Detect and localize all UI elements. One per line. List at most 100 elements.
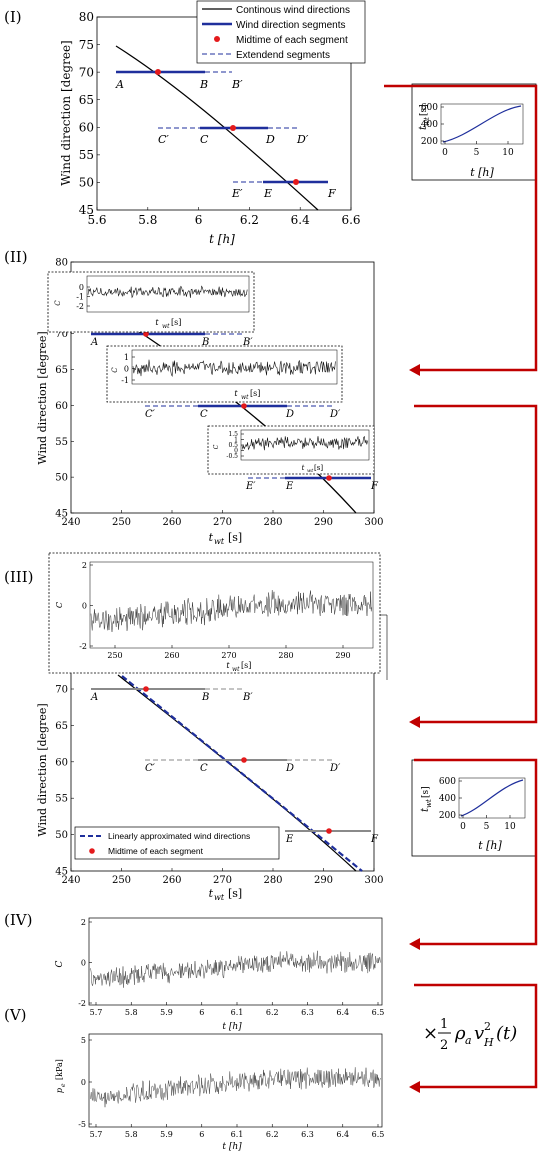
svg-text:t: t — [209, 887, 214, 900]
x-tick-label: 260 — [162, 517, 181, 528]
legend-midtime: Midtime of each segment — [236, 35, 348, 46]
inset-ii-1-xlabel-sub: wt — [162, 323, 170, 330]
svg-text:2: 2 — [484, 1020, 491, 1033]
svg-text:wt: wt — [214, 893, 225, 902]
label-e: E — [263, 187, 272, 200]
svg-text:2: 2 — [440, 1038, 448, 1053]
y-tick-label: 45 — [79, 203, 94, 217]
y-tick-label: -2 — [76, 302, 84, 311]
svg-text:t: t — [418, 125, 429, 130]
svg-text:ρ: ρ — [454, 1023, 466, 1044]
inset-iii-xlabel: t — [226, 661, 230, 670]
x-tick-label: 5.8 — [125, 1130, 138, 1139]
y-tick-label: 0 — [81, 1078, 86, 1087]
midpoint-2 — [230, 125, 236, 131]
y-tick-label: -2 — [78, 999, 86, 1008]
y-tick-label: 1 — [234, 437, 238, 444]
x-tick-label: 6 — [199, 1130, 204, 1139]
ii-label-cp: C′ — [145, 409, 156, 420]
y-tick-label: 50 — [79, 176, 94, 190]
y-tick-label: 200 — [439, 811, 456, 821]
y-tick-label: 0 — [124, 364, 129, 373]
x-tick-label: 290 — [314, 875, 333, 886]
iii-label-e: E — [285, 834, 294, 845]
y-tick-label: 0 — [82, 601, 87, 610]
iii-label-dp: D′ — [329, 763, 341, 774]
panel-v-chart: 5 0 -5 5.7 5.8 5.9 6 6.1 6.2 6.3 6.4 6.5 p e [kPa]… — [55, 1033, 385, 1152]
legend-approx: Linearly approximated wind directions — [108, 831, 250, 841]
label-ep: E′ — [231, 187, 243, 200]
x-tick-label: 290 — [314, 517, 333, 528]
y-tick-label: -2 — [79, 642, 87, 651]
ii-label-dp: D′ — [329, 409, 341, 420]
inset-ii-2-xlabel-sub: wt — [241, 394, 249, 401]
mapping-2-ylabel: t wt [s] — [420, 786, 433, 812]
label-c: C — [200, 133, 209, 146]
x-tick-label: 6.4 — [336, 1008, 349, 1017]
label-a: A — [115, 78, 124, 91]
legend-segments: Wind direction segments — [236, 20, 346, 31]
y-tick-label: -1 — [76, 292, 84, 301]
inset-ii-3-ylabel: C — [213, 444, 220, 449]
x-tick-label: 270 — [213, 875, 232, 886]
svg-text:wt: wt — [214, 537, 225, 546]
linear-approx — [121, 675, 363, 872]
inset-ii-2-xlabel-unit: [s] — [250, 389, 260, 398]
inset-ii-1: 0-1-2 C t wt [s] — [47, 271, 255, 333]
iii-label-b: B — [201, 692, 209, 703]
x-tick-label: 290 — [335, 651, 350, 660]
legend-top: Continous wind directions Wind direction… — [196, 0, 366, 64]
y-tick-label: 45 — [55, 867, 68, 878]
svg-text:[kPa]: [kPa] — [55, 1059, 64, 1080]
inset-iii-xlabel-unit: [s] — [241, 661, 251, 670]
panel-iii-ylabel: Wind direction [degree] — [36, 703, 49, 836]
y-tick-label: 600 — [439, 777, 456, 787]
y-tick-label: 400 — [421, 120, 438, 130]
x-tick-label: 270 — [221, 651, 236, 660]
x-tick-label: 240 — [61, 875, 80, 886]
y-tick-label: -1 — [121, 376, 129, 385]
y-tick-label: 65 — [79, 93, 94, 107]
inset-ii-1-ylabel: C — [54, 300, 62, 306]
inset-iii-ylabel: C — [55, 602, 64, 608]
x-tick-label: 6.5 — [372, 1008, 385, 1017]
x-tick-label: 260 — [162, 875, 181, 886]
svg-text:×: × — [423, 1023, 438, 1044]
label-cp: C′ — [158, 133, 169, 146]
x-tick-label: 240 — [61, 517, 80, 528]
panel-ii-ylabel: Wind direction [degree] — [36, 331, 49, 464]
inset-ii-1-xlabel: t — [155, 318, 159, 327]
ii-label-c: C — [200, 409, 208, 420]
label-f: F — [327, 187, 336, 200]
y-tick-label: 55 — [79, 148, 94, 162]
x-tick-label: 6.2 — [266, 1008, 279, 1017]
y-tick-label: 45 — [55, 509, 68, 520]
ii-label-f: F — [370, 481, 379, 492]
x-tick-label: 6.5 — [372, 1130, 385, 1139]
x-tick-label: 5.9 — [160, 1008, 173, 1017]
x-tick-label: 250 — [107, 651, 122, 660]
ii-label-bp: B′ — [242, 337, 253, 348]
panel-label-iii: (III) — [4, 568, 33, 586]
y-tick-label: 55 — [55, 794, 68, 805]
iii-label-a: A — [90, 692, 98, 703]
y-tick-label: 5 — [81, 1036, 86, 1045]
y-tick-label: 80 — [55, 258, 68, 269]
svg-text:wt: wt — [423, 117, 431, 126]
svg-text:wt: wt — [425, 799, 433, 808]
inset-ii-3-xlabel-sub: wt — [307, 468, 314, 474]
legend-iii-midtime: Midtime of each segment — [108, 846, 204, 856]
y-tick-label: 400 — [439, 794, 456, 804]
x-tick-label: 280 — [263, 517, 282, 528]
x-tick-label: 250 — [112, 517, 131, 528]
y-tick-label: 60 — [79, 120, 94, 134]
x-tick-label: 6.2 — [240, 213, 259, 227]
y-tick-label: 55 — [55, 437, 68, 448]
svg-text:(t): (t) — [496, 1023, 517, 1044]
y-tick-label: 50 — [55, 830, 68, 841]
inset-ii-3: 1.510.50-0.5 C t wt [s] — [207, 425, 375, 475]
ii-label-b: B — [201, 337, 209, 348]
panel-i-ylabel: Wind direction [degree] — [59, 40, 73, 185]
panel-label-i: (I) — [4, 8, 22, 26]
